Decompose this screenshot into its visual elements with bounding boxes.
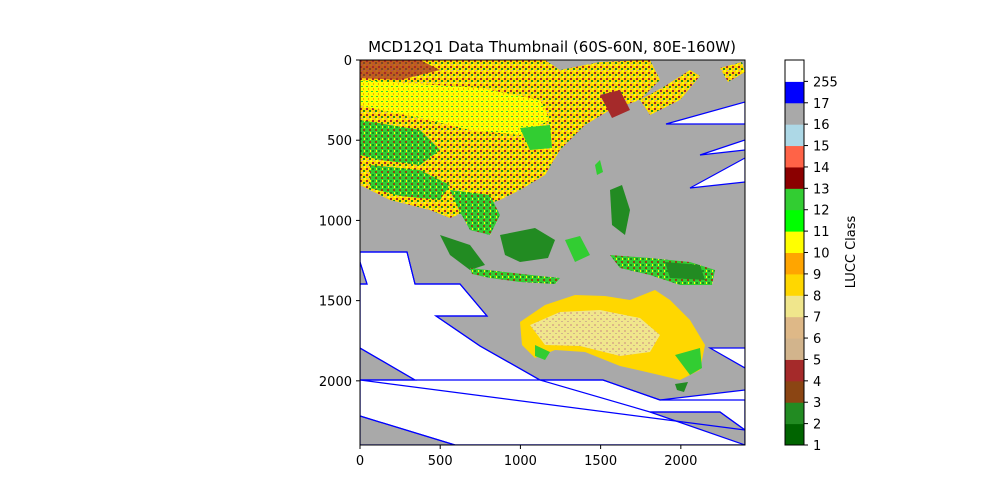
colorbar-tick-label: 11 [813, 225, 830, 240]
colorbar-tick-label: 3 [813, 396, 821, 411]
x-tick-label: 1500 [584, 454, 617, 469]
colorbar-swatch-15 [785, 124, 804, 147]
colorbar-swatch-13 [785, 166, 804, 189]
colorbar-tick-label: 17 [813, 97, 830, 112]
colorbar-tick-label: 5 [813, 353, 821, 368]
colorbar-swatch-2 [785, 402, 804, 425]
y-tick-label: 1000 [319, 214, 352, 229]
colorbar-swatch-17 [785, 81, 804, 104]
colorbar-swatch-10 [785, 231, 804, 253]
colorbar-swatch-8 [785, 273, 804, 296]
colorbar-tick-label: 12 [813, 204, 830, 219]
colorbar-swatch-255 [785, 60, 804, 82]
x-tick-label: 500 [428, 454, 453, 469]
plot-frame [359, 59, 746, 446]
heatmap-image [360, 60, 745, 445]
colorbar-tick-label: 4 [813, 375, 821, 390]
colorbar-tick-label: 13 [813, 182, 830, 197]
colorbar-tick-label: 6 [813, 332, 821, 347]
colorbar-swatch-6 [785, 316, 804, 339]
colorbar-swatch-5 [785, 338, 804, 360]
ocean-bands [360, 251, 745, 445]
colorbar-swatch-12 [785, 188, 804, 211]
x-tick-label: 1000 [504, 454, 537, 469]
y-tick-label: 1500 [319, 295, 352, 310]
nodata-regions [360, 101, 745, 445]
colorbar-swatch-7 [785, 295, 804, 318]
colorbar-tick-label: 16 [813, 118, 830, 133]
colorbar-swatch-1 [785, 423, 804, 446]
x-tick-label: 0 [356, 454, 364, 469]
y-axis: 0 500 1000 1500 2000 [319, 54, 360, 390]
colorbar-tick-label: 10 [813, 247, 830, 262]
colorbar-tick-label: 9 [813, 268, 821, 283]
y-tick-label: 2000 [319, 375, 352, 390]
colorbar-swatch-3 [785, 380, 804, 403]
colorbar-tick-label: 1 [813, 439, 821, 454]
colorbar-tick-label: 14 [813, 161, 830, 176]
colorbar-swatch-9 [785, 252, 804, 275]
land-asia [360, 60, 745, 270]
colorbar-frame [784, 59, 805, 446]
colorbar-swatch-4 [785, 359, 804, 382]
x-axis: 0 500 1000 1500 2000 [356, 445, 697, 469]
x-tick-label: 2000 [664, 454, 697, 469]
chart-title: MCD12Q1 Data Thumbnail (60S-60N, 80E-160… [368, 38, 736, 56]
colorbar-tick-label: 2 [813, 418, 821, 433]
y-tick-label: 0 [344, 54, 352, 69]
land-maritime-se-asia [470, 228, 715, 285]
colorbar-tick-label: 8 [813, 289, 821, 304]
colorbar-tick-label: 255 [813, 75, 838, 90]
colorbar-swatch-16 [785, 102, 804, 125]
colorbar-tick-label: 7 [813, 311, 821, 326]
colorbar-label: LUCC Class [844, 215, 859, 288]
colorbar-swatch-14 [785, 145, 804, 168]
colorbar-tick-label: 15 [813, 140, 830, 155]
colorbar-swatch-11 [785, 209, 804, 232]
land-australia [520, 290, 705, 392]
y-tick-label: 500 [327, 134, 352, 149]
